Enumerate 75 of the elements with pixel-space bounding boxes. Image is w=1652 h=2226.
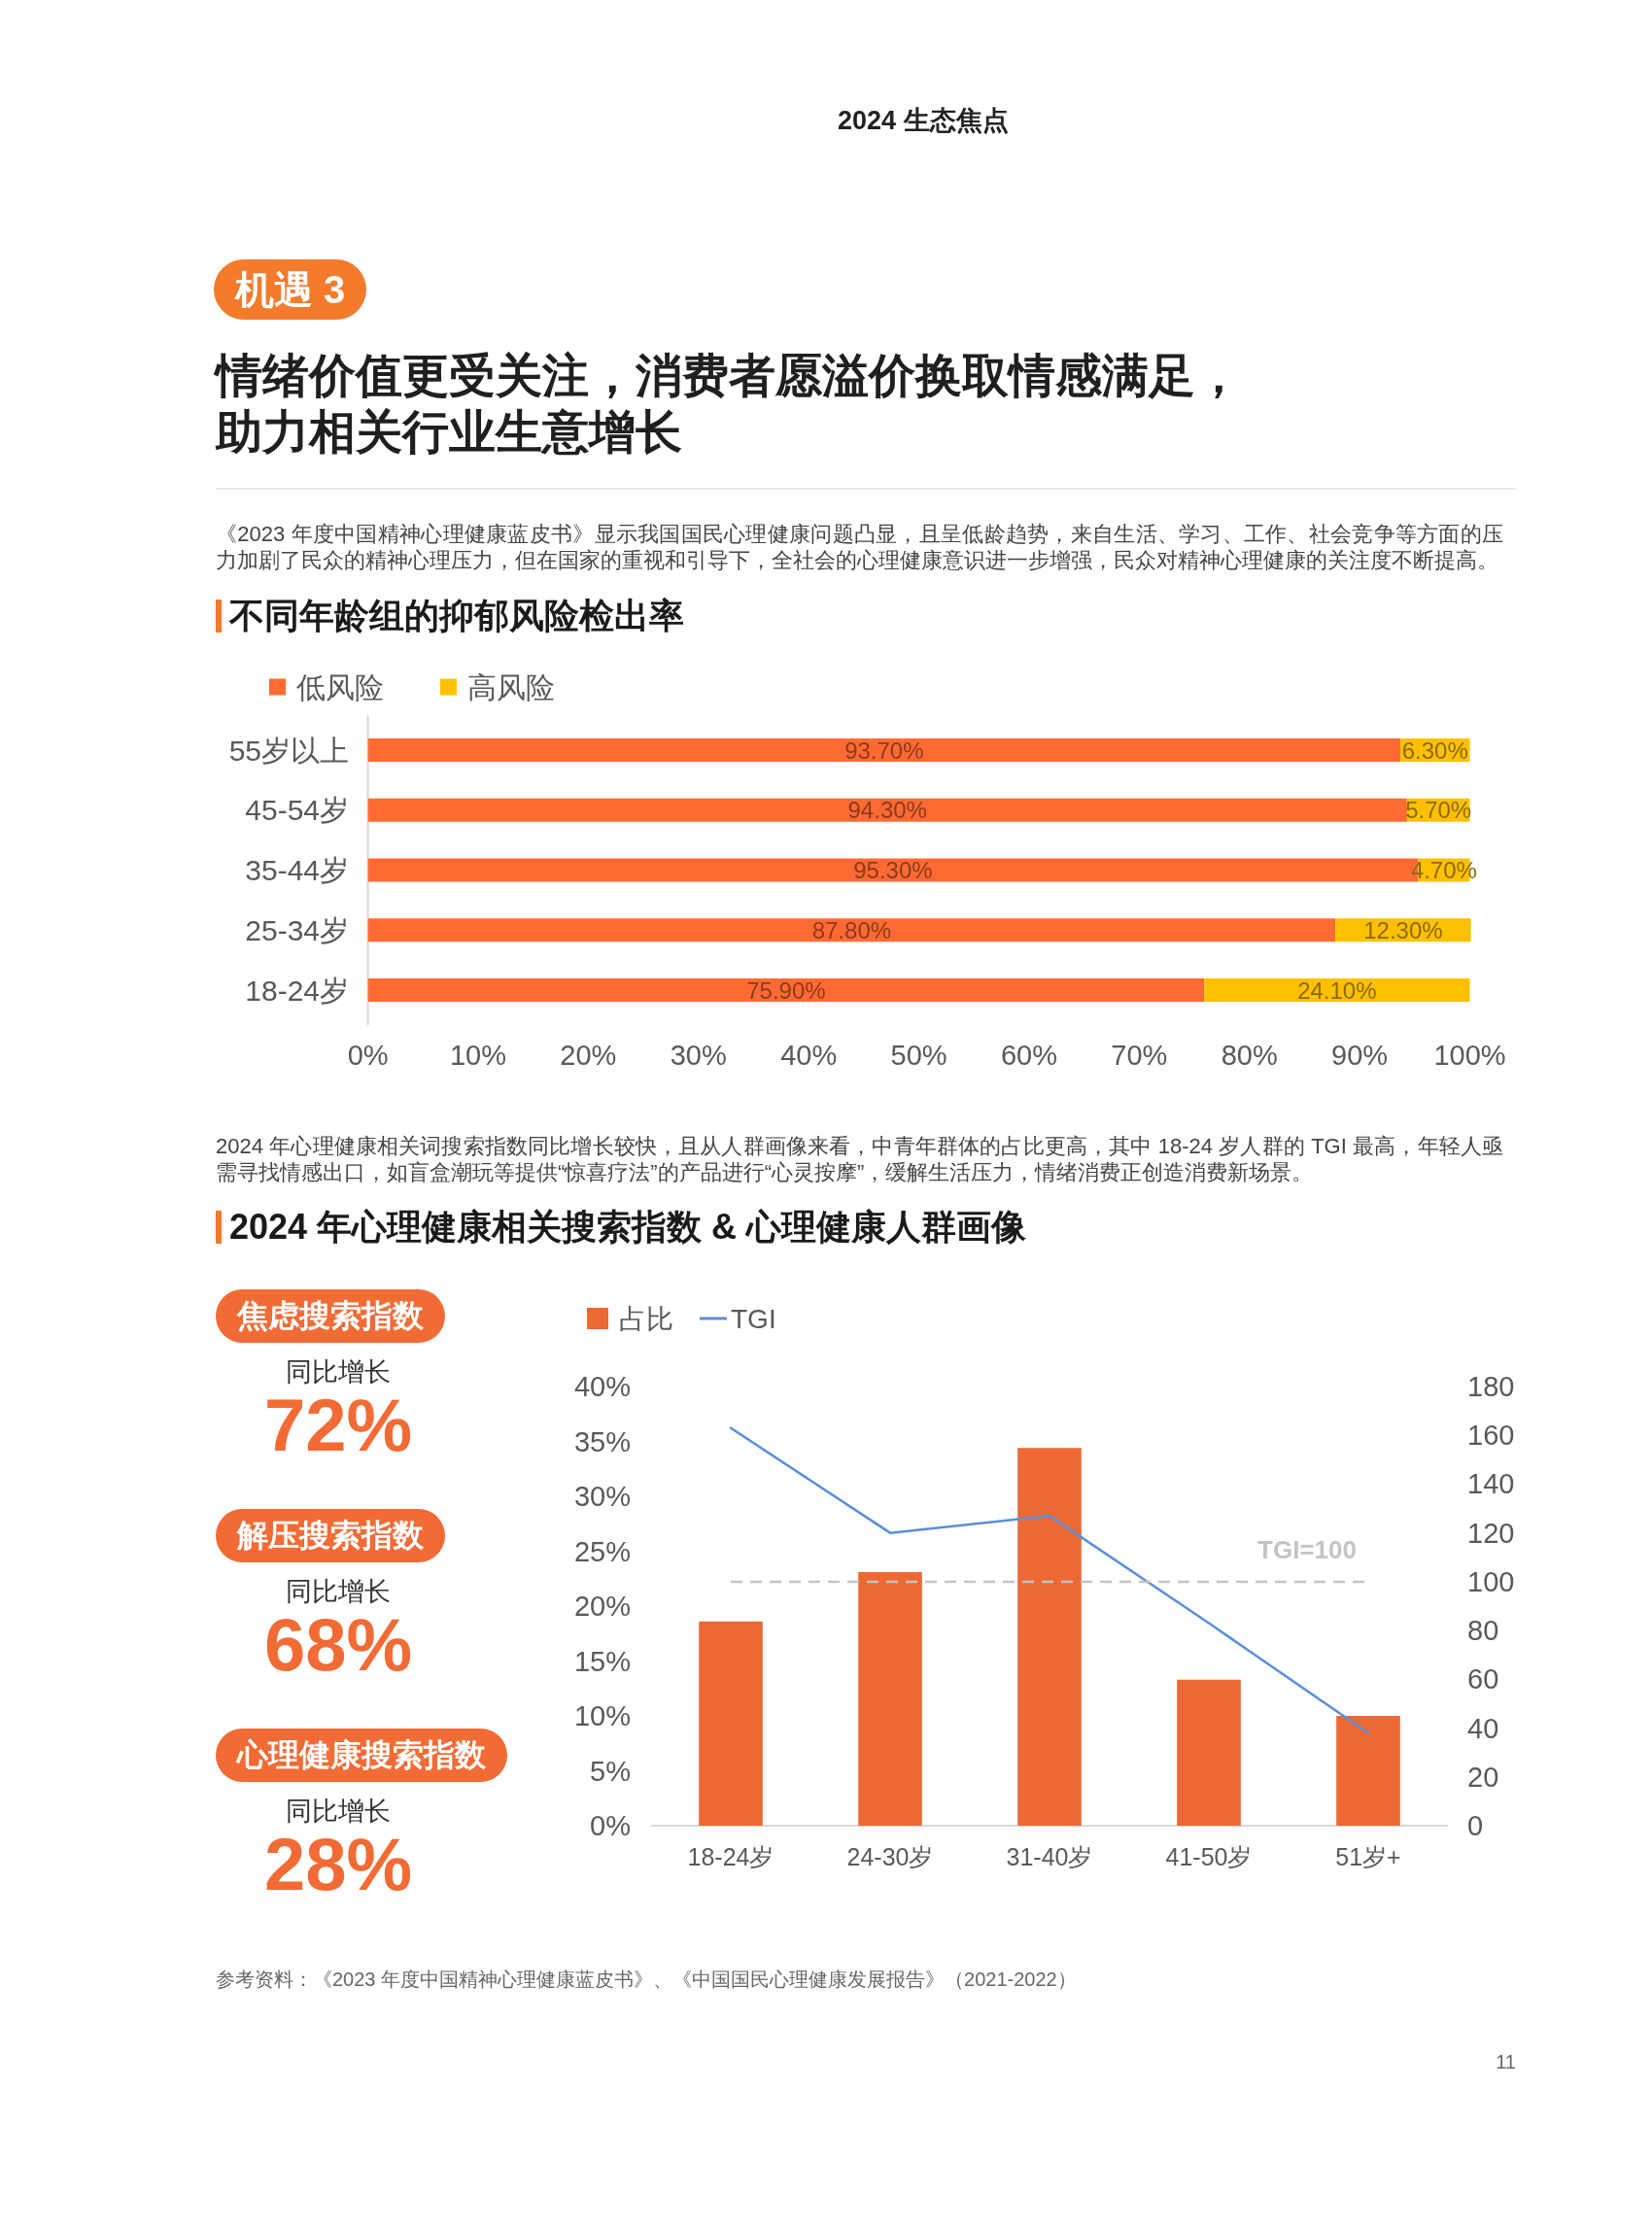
data-label: 87.80% [811,916,892,943]
bar [699,1621,763,1826]
y2-tick-label: 120 [1467,1517,1515,1549]
y2-tick-label: 100 [1467,1565,1515,1597]
x-tick-label: 100% [1433,1040,1506,1071]
y-tick-label: 10% [573,1700,631,1731]
data-label: 75.90% [746,976,826,1004]
data-label: 12.30% [1363,916,1443,943]
x-tick-label: 10% [449,1040,507,1071]
y-tick-label: 0% [590,1810,631,1841]
legend-label: 占比 [619,1303,673,1334]
text: 《2023 年度中国精神心理健康蓝皮书》显示我国国民心理健康问题凸显，且呈低龄趋势，来自生活、学习、工作、社会竞争等方面的压力加剧了民众的精神心理压力，但在国家的重视和引导下，全社会的心理健康意识进一步增强，民众对精神心理健康的关注度不断提高。 [216,521,1503,573]
bar [858,1571,922,1826]
y2-tick-label: 80 [1467,1615,1499,1647]
x-tick-label: 41-50岁 [1165,1843,1253,1870]
text: 解压搜索指数 [216,1509,445,1562]
x-tick-label: 60% [1000,1040,1057,1071]
bar [1204,978,1470,1002]
y-tick-label: 45-54岁 [245,794,349,827]
data-label: 6.30% [1401,736,1468,764]
y-tick-label: 5% [590,1755,631,1787]
x-tick-label: 18-24岁 [687,1843,774,1870]
x-tick-label: 30% [670,1040,727,1071]
text: 11 [1495,2050,1516,2074]
bar [367,798,1407,822]
text: 2024 生态焦点 [838,105,1009,137]
y2-tick-label: 60 [1467,1663,1499,1695]
legend-label: TGI [731,1303,776,1334]
x-tick-label: 51岁+ [1335,1843,1401,1870]
text: 机遇 3 [214,259,367,320]
bar [367,918,1336,942]
y-tick-label: 25-34岁 [245,913,349,946]
x-tick-label: 90% [1331,1040,1389,1071]
y2-tick-label: 40 [1467,1712,1499,1744]
chart-title: 不同年龄组的抑郁风险检出率 [229,595,684,637]
y-tick-label: 18-24岁 [245,974,349,1007]
y2-tick-label: 20 [1467,1761,1499,1793]
bar [1336,1716,1400,1826]
text: 心理健康搜索指数 [216,1729,507,1782]
text: 2024 年心理健康相关词搜索指数同比增长较快，且从人群画像来看，中青年群体的占比更高，其中 18-24 岁人群的 TGI 最高，年轻人亟需寻找情感出口，如盲盒潮玩等提供“惊喜疗法”的产品进行“心灵按摩”，缓解生活压力，情绪消费正创造消费新场景。 [216,1133,1503,1185]
bar [367,978,1205,1002]
y-tick-label: 20% [573,1591,631,1622]
x-tick-label: 40% [780,1040,838,1071]
x-tick-label: 31-40岁 [1006,1843,1093,1870]
text: 情绪价值更受关注，消费者愿溢价换取情感满足，助力相关行业生意增长 [216,349,1243,460]
x-tick-label: 50% [890,1040,947,1071]
y2-tick-label: 0 [1467,1810,1484,1841]
x-tick-label: 24-30岁 [846,1843,934,1870]
data-label: 93.70% [844,736,924,764]
legend-label: 低风险 [296,670,384,703]
y-tick-label: 35-44岁 [245,854,349,886]
y-tick-label: 30% [573,1481,631,1512]
bar [367,738,1401,762]
text: 焦虑搜索指数 [216,1289,445,1343]
y-tick-label: 55岁以上 [228,734,349,767]
legend-label: 高风险 [467,670,555,703]
bar [1177,1679,1241,1826]
y-tick-label: 25% [573,1535,631,1567]
text: 参考资料：《2023 年度中国精神心理健康蓝皮书》、《中国国民心理健康发展报告》（2021-2022） [216,1968,1078,1992]
y2-tick-label: 140 [1467,1468,1515,1500]
data-label: 95.30% [853,857,933,883]
y2-tick-label: 160 [1467,1420,1515,1452]
x-tick-label: 0% [347,1040,389,1071]
bar [1017,1448,1082,1826]
y-tick-label: 15% [573,1645,631,1677]
line-series [729,1426,1370,1734]
data-label: 94.30% [847,797,927,824]
y-tick-label: 35% [573,1425,631,1457]
ref-line-label: TGI=100 [1257,1534,1357,1564]
y-tick-label: 40% [573,1371,631,1402]
x-tick-label: 70% [1111,1040,1168,1071]
chart-title: 2024 年心理健康相关搜索指数 & 心理健康人群画像 [229,1206,1027,1249]
y2-tick-label: 180 [1467,1371,1515,1402]
x-tick-label: 80% [1221,1040,1278,1071]
data-label: 24.10% [1297,976,1377,1004]
